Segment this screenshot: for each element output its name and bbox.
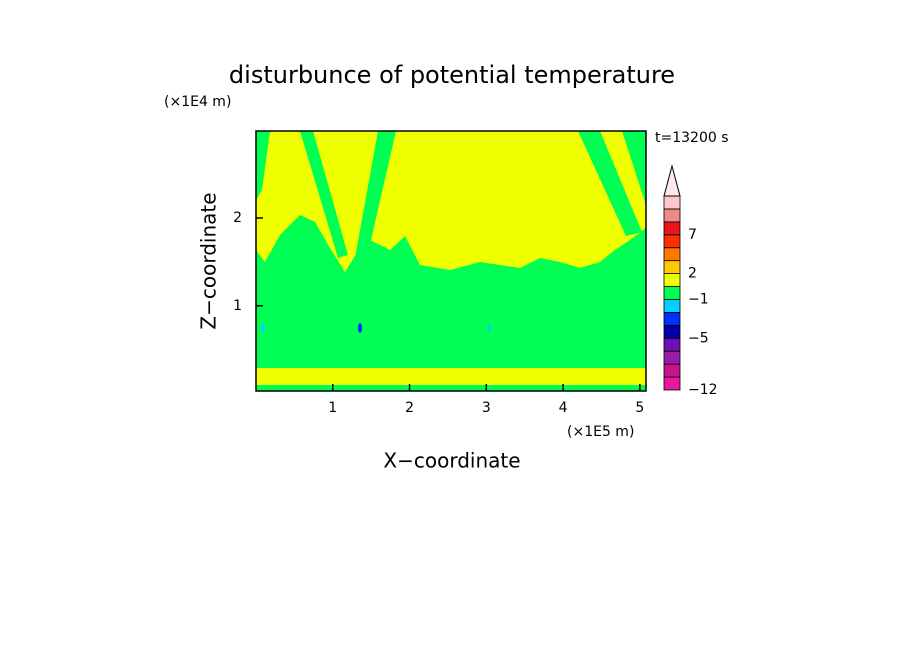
contour-region	[256, 368, 646, 385]
colorbar-segment	[663, 247, 681, 262]
colorbar-label: −1	[688, 291, 709, 307]
colorbar-segment	[663, 376, 681, 391]
colorbar-segment	[663, 286, 681, 300]
colorbar-segment	[663, 221, 681, 236]
annotation: t=13200 s	[655, 130, 729, 146]
x-tick-label: 5	[635, 400, 644, 416]
chart-title: disturbunce of potential temperature	[229, 61, 675, 89]
plot-frame	[255, 130, 647, 392]
x-tick-label: 1	[328, 400, 337, 416]
colorbar-segment	[663, 337, 681, 352]
x-tick-label: 4	[559, 400, 568, 416]
colorbar-segment	[663, 273, 681, 287]
colorbar-segment	[663, 195, 681, 210]
colorbar-segment	[663, 234, 681, 249]
colorbar-segment	[663, 260, 681, 274]
colorbar-label: −12	[688, 382, 718, 398]
x-tick-label: 3	[482, 400, 491, 416]
contour-region	[256, 385, 646, 391]
colorbar-label: −5	[688, 330, 709, 346]
x-axis-label: X−coordinate	[383, 449, 520, 473]
y-axis-label: Z−coordinate	[197, 192, 221, 329]
contour-region	[261, 323, 265, 333]
colorbar-segment	[663, 299, 681, 313]
colorbar-label: 7	[688, 227, 697, 243]
colorbar-segment	[663, 324, 681, 339]
colorbar-label: 2	[688, 266, 697, 282]
contour-region	[487, 324, 491, 332]
x-tick-label: 2	[405, 400, 414, 416]
colorbar-segment	[663, 350, 681, 365]
contour-field	[256, 131, 646, 391]
y-tick-label: 2	[233, 210, 242, 226]
contour-region	[256, 215, 646, 380]
contour-region	[358, 323, 362, 333]
colorbar-extend	[663, 164, 681, 197]
y-unit: (×1E4 m)	[164, 94, 231, 110]
y-tick-label: 1	[233, 298, 242, 314]
colorbar-segment	[663, 208, 681, 223]
colorbar-segment	[663, 363, 681, 378]
x-unit: (×1E5 m)	[567, 424, 634, 440]
colorbar-segment	[663, 311, 681, 326]
